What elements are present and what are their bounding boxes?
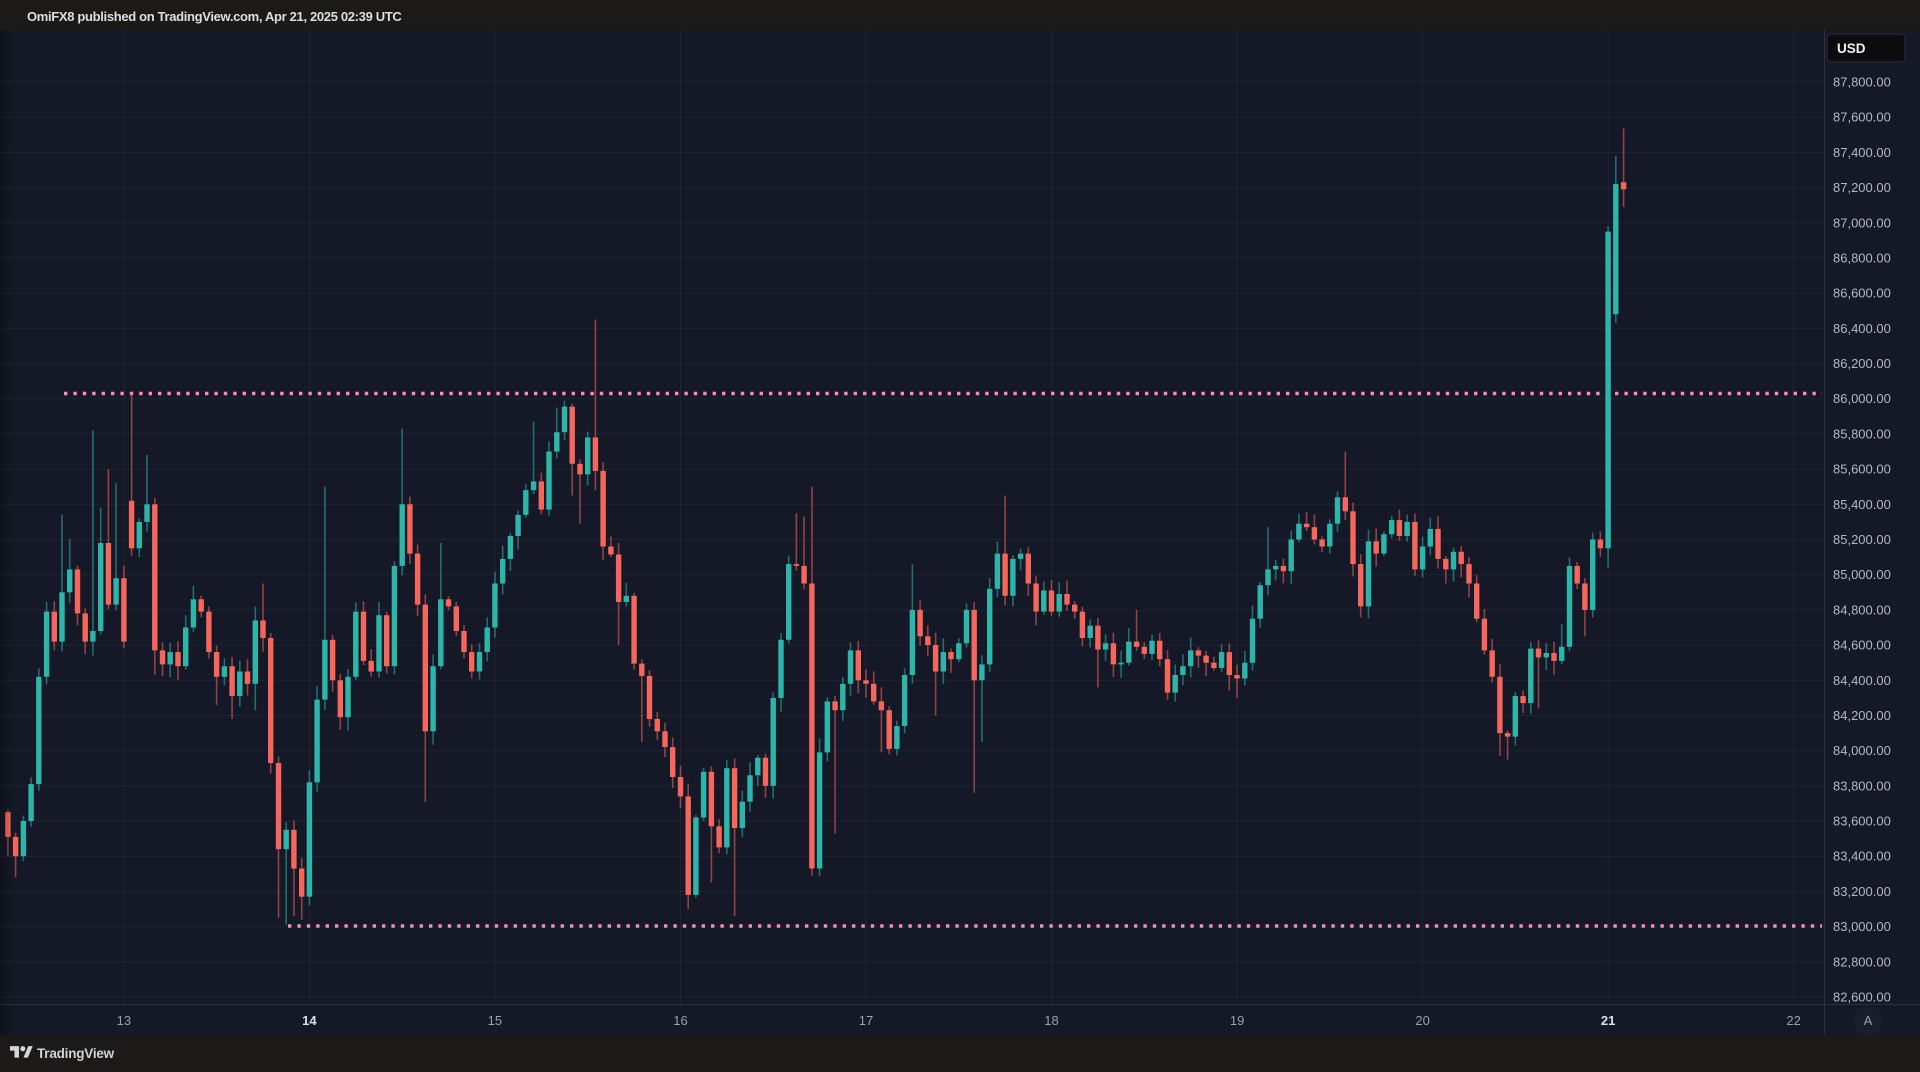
svg-text:86,200.00: 86,200.00 [1833,356,1891,371]
svg-text:87,800.00: 87,800.00 [1833,75,1891,90]
svg-text:85,600.00: 85,600.00 [1833,462,1891,477]
svg-text:87,000.00: 87,000.00 [1833,215,1891,230]
svg-text:13: 13 [117,1013,131,1028]
svg-text:19: 19 [1230,1013,1244,1028]
svg-text:83,000.00: 83,000.00 [1833,919,1891,934]
svg-text:86,000.00: 86,000.00 [1833,391,1891,406]
svg-text:84,600.00: 84,600.00 [1833,638,1891,653]
svg-text:84,200.00: 84,200.00 [1833,708,1891,723]
svg-text:A: A [1864,1013,1873,1028]
svg-text:85,200.00: 85,200.00 [1833,532,1891,547]
svg-text:84,400.00: 84,400.00 [1833,673,1891,688]
svg-text:87,600.00: 87,600.00 [1833,110,1891,125]
svg-text:85,400.00: 85,400.00 [1833,497,1891,512]
svg-text:85,800.00: 85,800.00 [1833,426,1891,441]
svg-text:83,400.00: 83,400.00 [1833,849,1891,864]
svg-text:16: 16 [673,1013,687,1028]
svg-text:20: 20 [1415,1013,1429,1028]
svg-text:14: 14 [302,1013,317,1028]
svg-text:86,400.00: 86,400.00 [1833,321,1891,336]
svg-text:82,800.00: 82,800.00 [1833,954,1891,969]
svg-text:84,800.00: 84,800.00 [1833,602,1891,617]
svg-text:18: 18 [1044,1013,1058,1028]
svg-text:15: 15 [488,1013,502,1028]
svg-text:83,200.00: 83,200.00 [1833,884,1891,899]
svg-text:22: 22 [1786,1013,1800,1028]
svg-text:USD: USD [1837,41,1866,56]
svg-text:86,800.00: 86,800.00 [1833,251,1891,266]
svg-text:87,400.00: 87,400.00 [1833,145,1891,160]
svg-text:84,000.00: 84,000.00 [1833,743,1891,758]
svg-text:85,000.00: 85,000.00 [1833,567,1891,582]
svg-text:82,600.00: 82,600.00 [1833,990,1891,1005]
svg-text:86,600.00: 86,600.00 [1833,286,1891,301]
svg-text:21: 21 [1601,1013,1615,1028]
svg-text:17: 17 [859,1013,873,1028]
svg-text:83,600.00: 83,600.00 [1833,814,1891,829]
svg-text:83,800.00: 83,800.00 [1833,778,1891,793]
svg-text:87,200.00: 87,200.00 [1833,180,1891,195]
